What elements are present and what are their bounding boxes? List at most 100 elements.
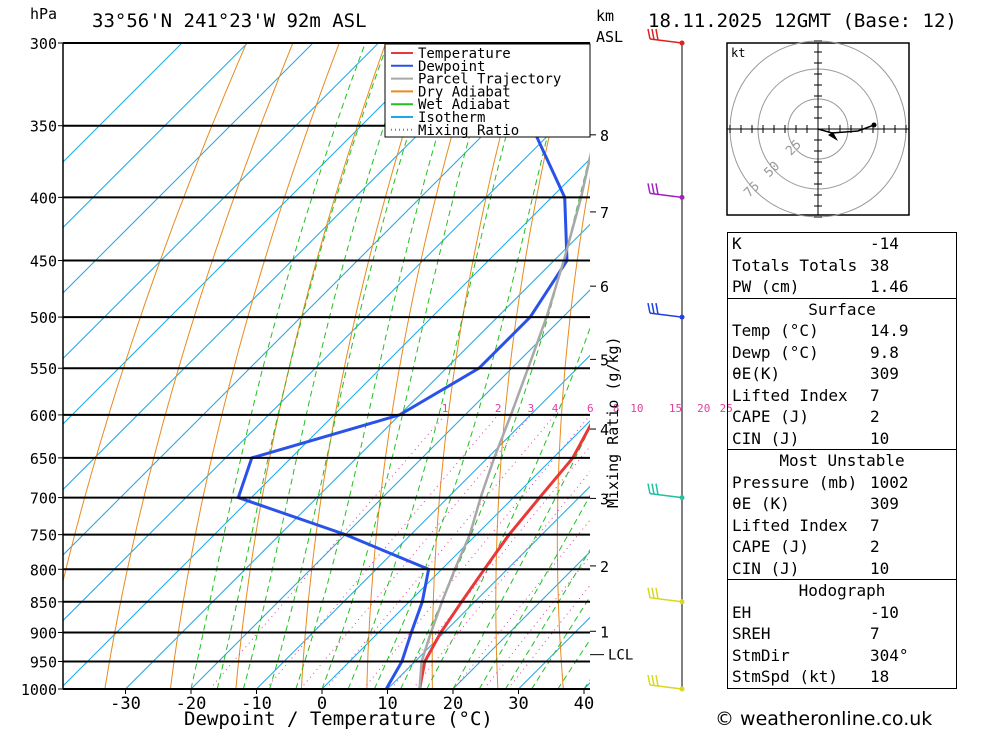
hodograph-point (871, 122, 877, 128)
mixing-ratio-line (483, 555, 590, 689)
wind-barb-flag (647, 28, 651, 40)
wind-barb-flag (651, 483, 655, 495)
mixing-ratio-label: 1 (442, 402, 449, 415)
km-label: 7 (600, 204, 609, 222)
most-unstable-row: CIN (J) 10 (728, 558, 956, 580)
wet-adiabat (321, 43, 497, 689)
isotherm (63, 43, 314, 294)
isotherm (63, 43, 445, 425)
most-unstable-row: Lifted Index 7 (728, 515, 956, 537)
isotherm (63, 43, 183, 163)
index-label: Dewp (°C) (732, 342, 819, 362)
index-value: 38 (870, 255, 890, 275)
km-axis: 8 7 6 5 4 3 2 1 LCL (590, 127, 633, 664)
mixing-ratio-line (453, 519, 590, 689)
dry-adiabat (617, 25, 668, 695)
km-label: 1 (600, 623, 609, 641)
isotherm (63, 43, 380, 360)
surface-row: CIN (J) 10 (728, 428, 956, 450)
pressure-label: 500 (30, 309, 57, 327)
wind-barb-flag (647, 483, 651, 494)
x-tick-label: 10 (377, 694, 397, 714)
x-tick-label: -20 (176, 694, 207, 714)
surface-section-title: Surface (728, 297, 956, 321)
x-tick-label: 30 (508, 694, 528, 714)
index-value: -14 (870, 234, 899, 253)
surface-row: CAPE (J) 2 (728, 406, 956, 428)
index-value: 2 (870, 407, 880, 426)
wind-barbs (647, 28, 685, 692)
isotherm (387, 485, 590, 689)
index-value: 7 (870, 515, 880, 535)
wind-barb-shaft (649, 38, 683, 44)
mixing-ratio-labels: 1 2 3 4 6 8 10 15 20 25 (442, 402, 733, 415)
index-value: 309 (870, 364, 899, 383)
wind-barb-flag (647, 183, 651, 194)
index-label: Pressure (mb) (732, 472, 858, 492)
profile-lines (236, 43, 590, 689)
legend-label: Dewpoint (418, 59, 485, 75)
index-value: 9.8 (870, 342, 899, 362)
legend-label: Dry Adiabat (418, 84, 511, 100)
index-value: 10 (870, 558, 890, 578)
mixing-ratio-line (325, 414, 556, 689)
wind-barb-flag (655, 587, 659, 599)
x-tick-label: 0 (317, 694, 327, 714)
index-row: Totals Totals 38 (728, 255, 956, 277)
hodograph-row: StmDir 304° (728, 645, 956, 667)
isotherm (452, 551, 590, 689)
wet-adiabat (190, 43, 366, 689)
wind-barb-shaft (649, 597, 683, 603)
km-label: 5 (600, 351, 609, 369)
mixing-ratio-label: 20 (697, 402, 710, 415)
mixing-ratio-line (265, 414, 499, 689)
mixing-ratio-line (363, 414, 590, 689)
dry-adiabat (675, 25, 715, 695)
surface-row: Lifted Index 7 (728, 385, 956, 407)
axes (62, 43, 590, 690)
wet-adiabat (400, 152, 590, 689)
pressure-label: 650 (30, 450, 57, 468)
index-label: CAPE (J) (732, 537, 810, 556)
hodograph-unit: kt (731, 46, 745, 60)
wind-barb-shaft (649, 684, 683, 690)
legend-label: Isotherm (418, 110, 485, 126)
index-label: PW (cm) (732, 277, 800, 296)
hodograph-row: EH -10 (728, 602, 956, 624)
pressure-label: 1000 (21, 681, 57, 699)
index-value: 2 (870, 537, 880, 556)
index-value: 309 (870, 494, 899, 513)
x-tick-label: -10 (241, 694, 272, 714)
wind-barb-flag (655, 28, 659, 41)
pressure-label: 750 (30, 527, 57, 545)
index-label: EH (732, 602, 752, 622)
index-label: CIN (J) (732, 428, 800, 448)
lcl-label: LCL (608, 648, 633, 664)
mixing-ratio-label: 25 (720, 402, 733, 415)
isotherm (125, 223, 590, 689)
legend-label: Temperature (418, 46, 511, 62)
hodograph-trace (817, 124, 875, 134)
most-unstable-row: CAPE (J) 2 (728, 536, 956, 558)
isotherm (256, 354, 590, 689)
km-unit: km (596, 7, 615, 25)
km-label: 3 (600, 490, 609, 508)
wind-barb-flag (651, 183, 655, 194)
wet-adiabat (269, 43, 438, 689)
indices-table: K -14 Totals Totals 38 PW (cm) 1.46 Surface T… (727, 232, 957, 689)
index-value: 1002 (870, 472, 909, 492)
index-label: StmSpd (kt) (732, 667, 838, 686)
isotherm (321, 420, 590, 689)
wet-adiabat (531, 595, 590, 689)
index-value: 304° (870, 645, 909, 665)
wet-adiabat (295, 43, 466, 689)
copyright: © weatheronline.co.uk (715, 708, 933, 730)
index-label: K (732, 234, 742, 253)
wind-barb-flag (647, 674, 651, 686)
wet-adiabat (242, 43, 413, 689)
pressure-label: 350 (30, 118, 57, 136)
storm-motion-icon (828, 132, 838, 141)
asl-unit: ASL (596, 28, 624, 46)
surface-row: θE(K) 309 (728, 363, 956, 385)
